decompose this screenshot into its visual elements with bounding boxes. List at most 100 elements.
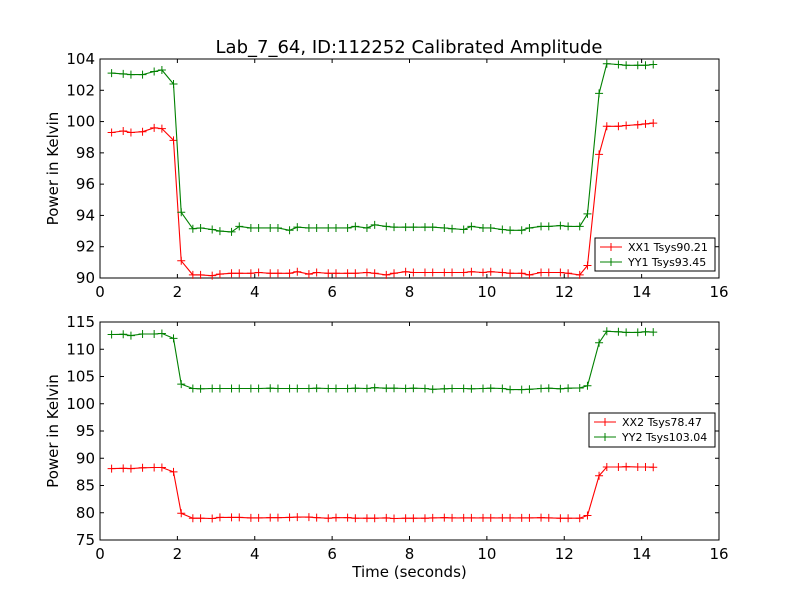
data-point	[304, 384, 313, 393]
data-point	[324, 269, 333, 278]
data-point	[285, 384, 294, 393]
data-point	[312, 268, 321, 277]
data-point	[126, 331, 135, 340]
x-tick-label: 14	[632, 283, 651, 301]
data-point	[227, 227, 236, 236]
data-point	[177, 380, 186, 389]
data-point	[544, 268, 553, 277]
data-point	[169, 80, 178, 89]
y-tick-label: 100	[66, 113, 95, 131]
data-point	[649, 60, 658, 69]
legend-box	[594, 237, 716, 272]
data-point	[622, 121, 631, 130]
x-tick-label: 4	[250, 545, 260, 563]
data-point	[428, 223, 437, 232]
data-point	[556, 221, 565, 230]
data-point	[343, 384, 352, 393]
data-point	[544, 222, 553, 231]
y-tick-label: 104	[66, 50, 95, 68]
data-point	[409, 223, 418, 232]
data-point	[459, 268, 468, 277]
data-point	[633, 120, 642, 129]
data-point	[641, 119, 650, 128]
data-point	[351, 222, 360, 231]
data-point	[362, 268, 371, 277]
data-point	[459, 513, 468, 522]
legend-marker	[601, 433, 609, 441]
data-point	[467, 513, 476, 522]
data-point	[479, 513, 488, 522]
data-point	[506, 513, 515, 522]
data-point	[362, 223, 371, 232]
data-point	[479, 223, 488, 232]
data-point	[602, 59, 611, 68]
data-point	[390, 223, 399, 232]
data-point	[150, 67, 159, 76]
data-point	[602, 327, 611, 336]
data-point	[324, 384, 333, 393]
y-tick-label: 100	[66, 395, 95, 413]
data-point	[196, 223, 205, 232]
data-point	[537, 384, 546, 393]
data-point	[293, 384, 302, 393]
data-point	[575, 514, 584, 523]
data-point	[362, 384, 371, 393]
data-point	[235, 269, 244, 278]
data-point	[138, 70, 147, 79]
data-point	[285, 226, 294, 235]
data-point	[304, 270, 313, 279]
data-point	[150, 463, 159, 472]
data-point	[312, 384, 321, 393]
data-point	[440, 223, 449, 232]
data-point	[506, 269, 515, 278]
legend-label: XX1 Tsys90.21	[628, 241, 708, 254]
data-point	[119, 330, 128, 339]
data-point	[126, 70, 135, 79]
series-green	[107, 59, 658, 236]
data-point	[150, 123, 159, 132]
data-point	[556, 384, 565, 393]
y-tick-label: 90	[76, 269, 95, 287]
x-tick-label: 8	[405, 545, 415, 563]
data-point	[254, 268, 263, 277]
data-point	[390, 384, 399, 393]
data-point	[119, 464, 128, 473]
data-point	[544, 513, 553, 522]
legend-label: YY1 Tsys93.45	[627, 256, 706, 269]
data-point	[641, 327, 650, 336]
data-point	[196, 514, 205, 523]
data-point	[227, 513, 236, 522]
data-point	[331, 384, 340, 393]
data-point	[537, 222, 546, 231]
data-point	[169, 467, 178, 476]
data-point	[498, 384, 507, 393]
data-point	[343, 513, 352, 522]
data-point	[382, 384, 391, 393]
data-point	[602, 462, 611, 471]
data-point	[517, 385, 526, 394]
data-point	[266, 269, 275, 278]
data-point	[428, 385, 437, 394]
data-point	[420, 384, 429, 393]
data-point	[517, 226, 526, 235]
y-tick-label: 75	[76, 531, 95, 549]
y-tick-label: 90	[76, 449, 95, 467]
data-point	[246, 513, 255, 522]
data-point	[633, 462, 642, 471]
data-point	[575, 222, 584, 231]
data-point	[215, 227, 224, 236]
data-point	[448, 224, 457, 233]
data-point	[188, 514, 197, 523]
data-point	[595, 89, 604, 98]
data-point	[157, 463, 166, 472]
data-point	[420, 268, 429, 277]
data-point	[370, 269, 379, 278]
data-point	[227, 269, 236, 278]
y-tick-label: 94	[76, 206, 95, 224]
data-point	[448, 384, 457, 393]
data-point	[479, 268, 488, 277]
data-point	[285, 513, 294, 522]
x-tick-label: 2	[173, 545, 183, 563]
data-point	[293, 513, 302, 522]
x-tick-label: 10	[477, 283, 496, 301]
